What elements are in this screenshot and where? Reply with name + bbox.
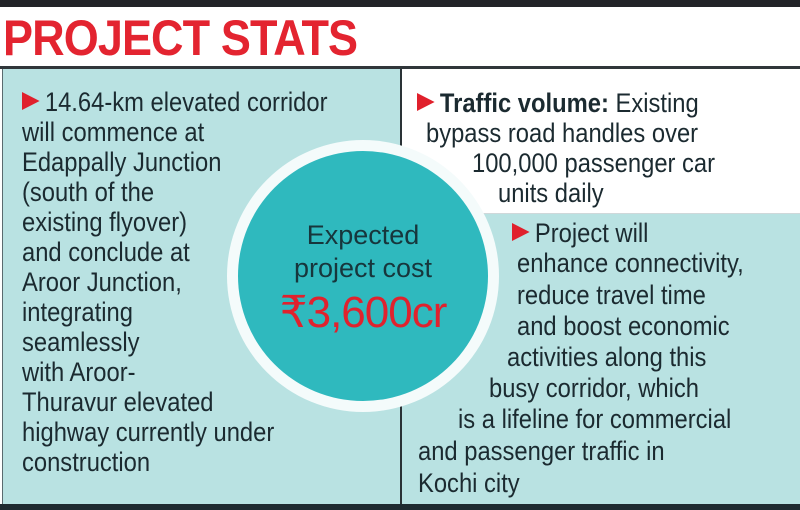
- text-line: reduce travel time: [517, 280, 706, 310]
- cost-circle: Expected project cost ₹3,600cr: [238, 151, 488, 401]
- text-line: existing flyover): [22, 207, 188, 237]
- text-line: (south of the: [22, 177, 155, 207]
- title-area: PROJECT STATS: [0, 7, 800, 67]
- text-line: Traffic volume: Existing: [417, 88, 699, 118]
- text-line: seamlessly: [22, 327, 140, 357]
- red-arrow-icon: [417, 93, 435, 111]
- title-divider: [0, 66, 800, 69]
- text-line: bypass road handles over: [426, 118, 699, 148]
- text-line: Thuravur elevated: [22, 387, 214, 417]
- text-line: units daily: [498, 178, 604, 208]
- text-line: Edappally Junction: [22, 147, 222, 177]
- text-line: is a lifeline for commercial: [458, 404, 732, 434]
- text-line: with Aroor-: [22, 357, 136, 387]
- traffic-label: Traffic volume:: [439, 88, 609, 118]
- text-line: activities along this: [507, 342, 707, 372]
- red-arrow-icon: [22, 92, 40, 110]
- text-line: 14.64-km elevated corridor: [22, 87, 327, 117]
- text-line: busy corridor, which: [489, 373, 699, 403]
- text-line: construction: [22, 447, 151, 477]
- red-arrow-icon: [512, 223, 530, 241]
- cost-label-line2: project cost: [293, 253, 433, 283]
- text-line: integrating: [22, 297, 133, 327]
- cost-label-line1: Expected: [306, 220, 420, 250]
- text-line: 100,000 passenger car: [472, 148, 716, 178]
- text-line: and passenger traffic in: [418, 436, 665, 466]
- text-line: highway currently under: [22, 417, 275, 447]
- text-line: will commence at: [22, 117, 205, 147]
- text-line: and boost economic: [517, 311, 730, 341]
- page-title: PROJECT STATS: [3, 10, 358, 66]
- bottom-border: [0, 504, 800, 510]
- text-line: Kochi city: [418, 468, 520, 498]
- text-line: Project will: [512, 218, 648, 248]
- cost-value: ₹3,600cr: [279, 288, 448, 337]
- text-line: enhance connectivity,: [517, 248, 744, 278]
- top-border-strip: [0, 0, 800, 7]
- text-line: and conclude at: [22, 237, 190, 267]
- text-line: Aroor Junction,: [22, 267, 182, 297]
